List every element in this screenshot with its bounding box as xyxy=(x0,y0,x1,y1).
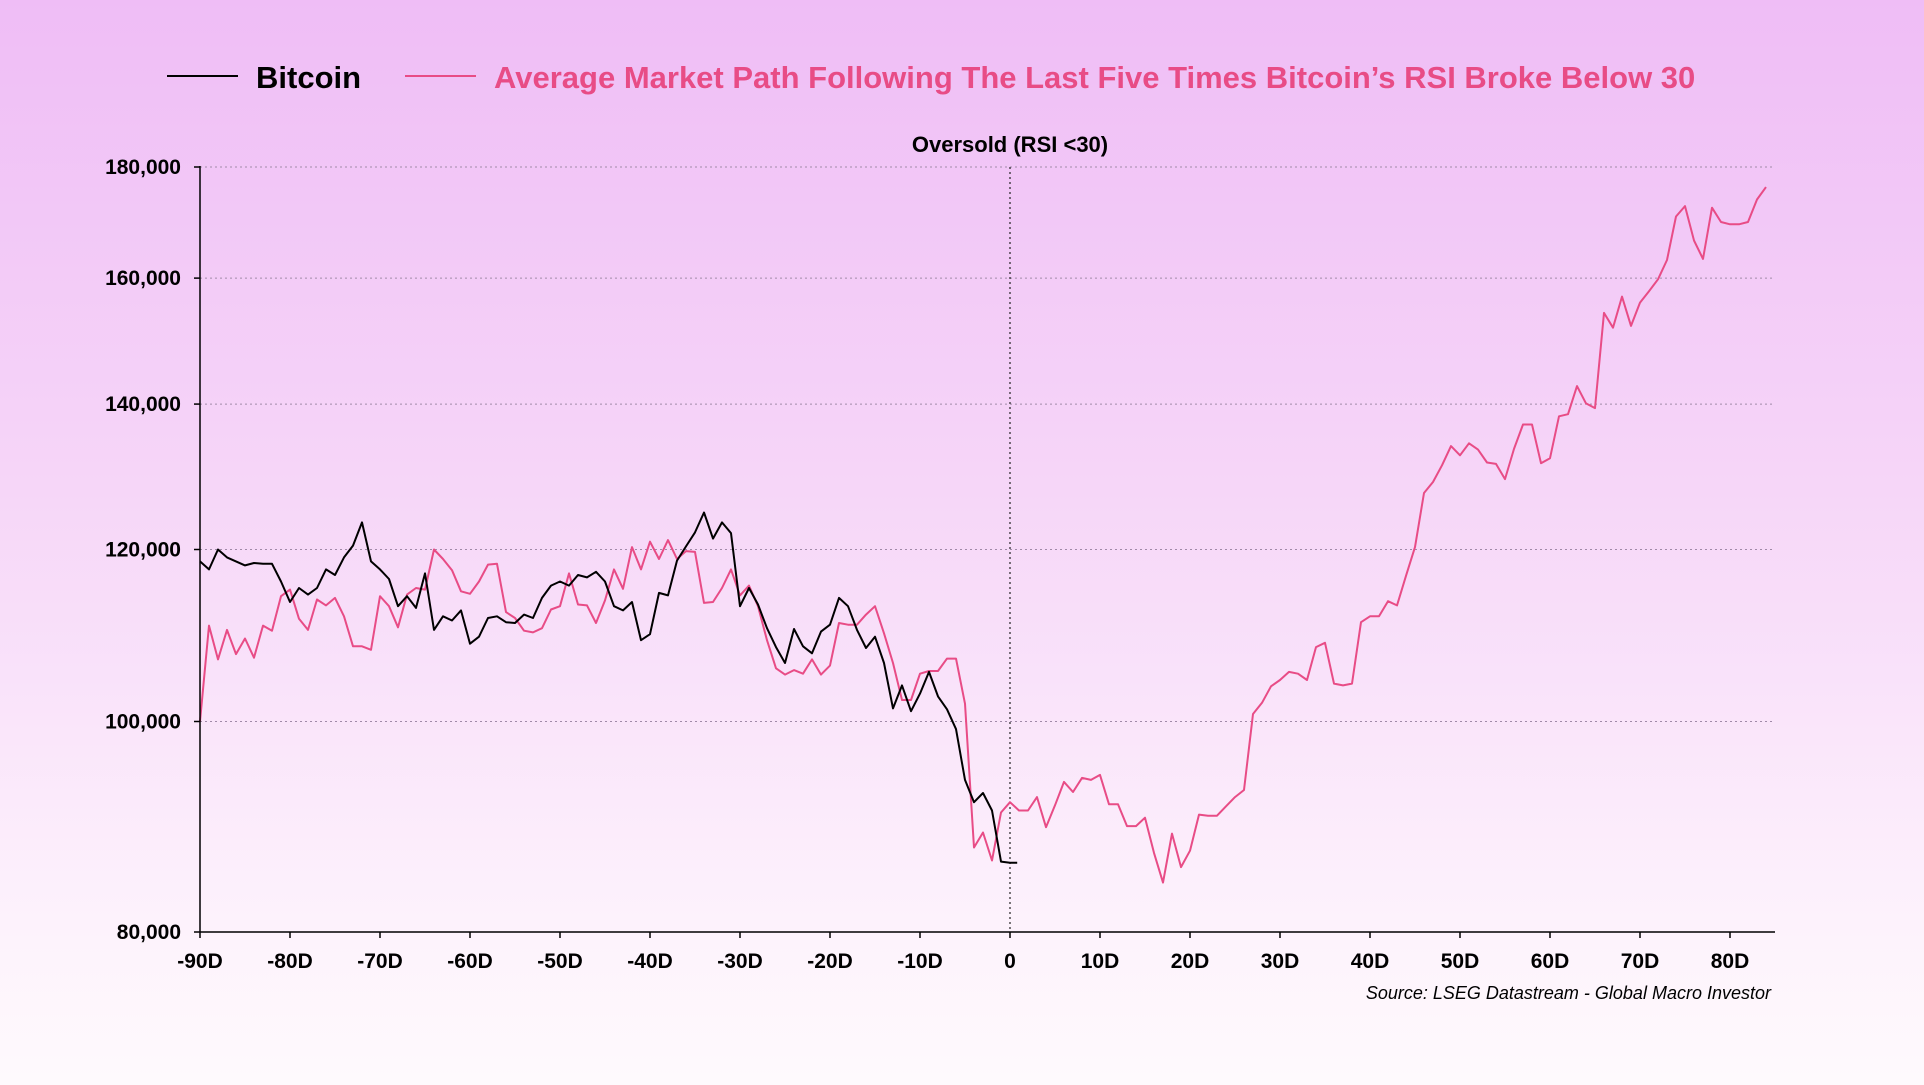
x-tick-label-15: 60D xyxy=(1531,950,1570,973)
x-tick-label-9: 0 xyxy=(1004,950,1016,973)
x-tick-label-0: -90D xyxy=(177,950,223,973)
legend: Bitcoin Average Market Path Following Th… xyxy=(167,60,1695,95)
x-tick-label-3: -60D xyxy=(447,950,493,973)
y-tick-label-0: 80,000 xyxy=(117,921,181,944)
x-tick-label-10: 10D xyxy=(1081,950,1120,973)
y-tick-label-3: 140,000 xyxy=(105,393,181,416)
series-group xyxy=(199,186,1767,884)
x-tick-label-6: -30D xyxy=(717,950,763,973)
x-axis-ticks: -90D -80D -70D -60D -50D -40D -30D -20D -10D 0 10D… xyxy=(177,932,1749,973)
legend-label-average-path: Average Market Path Following The Last F… xyxy=(494,60,1695,95)
x-tick-label-4: -50D xyxy=(537,950,583,973)
x-tick-label-13: 40D xyxy=(1351,950,1390,973)
x-tick-label-12: 30D xyxy=(1261,950,1300,973)
x-tick-label-16: 70D xyxy=(1621,950,1660,973)
grid xyxy=(200,166,1775,722)
source-note: Source: LSEG Datastream - Global Macro I… xyxy=(1366,983,1772,1003)
x-tick-label-2: -70D xyxy=(357,950,403,973)
legend-label-bitcoin: Bitcoin xyxy=(256,60,361,95)
series-line-bitcoin xyxy=(199,511,1018,864)
y-tick-label-1: 100,000 xyxy=(105,710,181,733)
series-line-average-path xyxy=(199,186,1767,884)
y-axis-ticks: 80,000 100,000 120,000 140,000 160,000 180,00… xyxy=(105,156,200,944)
x-tick-label-7: -20D xyxy=(807,950,853,973)
x-tick-label-11: 20D xyxy=(1171,950,1210,973)
x-tick-label-17: 80D xyxy=(1711,950,1750,973)
x-tick-label-8: -10D xyxy=(897,950,943,973)
y-tick-label-2: 120,000 xyxy=(105,539,181,562)
x-tick-label-1: -80D xyxy=(267,950,313,973)
oversold-annotation: Oversold (RSI <30) xyxy=(912,132,1108,157)
x-tick-label-14: 50D xyxy=(1441,950,1480,973)
y-tick-label-4: 160,000 xyxy=(105,267,181,290)
x-tick-label-5: -40D xyxy=(627,950,673,973)
y-tick-label-5: 180,000 xyxy=(105,156,181,179)
